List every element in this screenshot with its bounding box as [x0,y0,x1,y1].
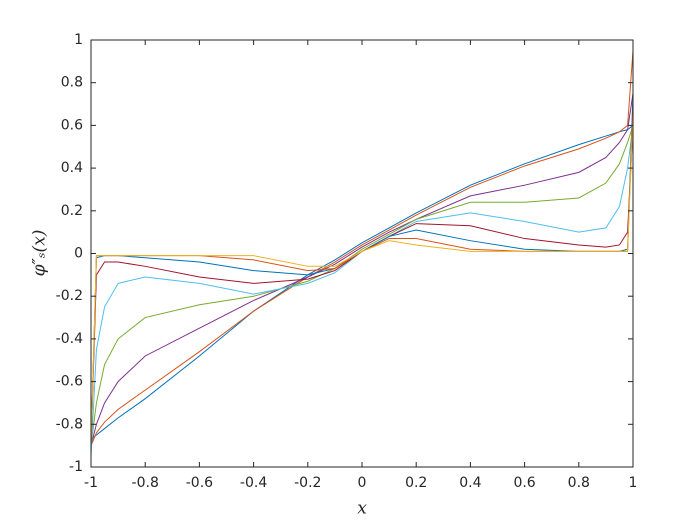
axes-box [90,39,634,468]
series-line [90,125,634,440]
y-tick-label: -1 [69,459,83,475]
y-axis-label: φ″ₛ(x) [30,230,50,277]
y-tick-label: -0.2 [56,288,83,304]
y-tick-label: 1 [74,32,83,48]
y-tick-label: -0.8 [56,416,83,432]
plot-area [91,40,633,467]
x-tick-label: -0.8 [132,475,159,491]
x-tick-label: -0.2 [294,475,321,491]
x-tick-label: -0.6 [186,475,213,491]
series-line [90,125,634,446]
y-tick-label: 0.2 [61,203,83,219]
x-tick-label: 0 [358,475,367,491]
y-tick-label: 0.8 [61,75,83,91]
y-tick-label: -0.4 [56,331,83,347]
x-tick-label: 0.6 [513,475,535,491]
y-tick-label: -0.6 [56,374,83,390]
x-tick-label: 0.8 [568,475,590,491]
y-tick-label: 0 [74,246,83,262]
series-line [90,50,634,446]
x-tick-label: -0.4 [240,475,267,491]
y-tick-label: 0.4 [61,160,83,176]
x-tick-label: 1 [629,475,638,491]
x-tick-label: -1 [84,475,98,491]
series-line [90,114,634,446]
y-tick-label: 0.6 [61,117,83,133]
x-tick-label: 0.2 [405,475,427,491]
series-line [90,93,634,446]
x-axis-label: x [357,499,367,519]
x-tick-label: 0.4 [459,475,481,491]
